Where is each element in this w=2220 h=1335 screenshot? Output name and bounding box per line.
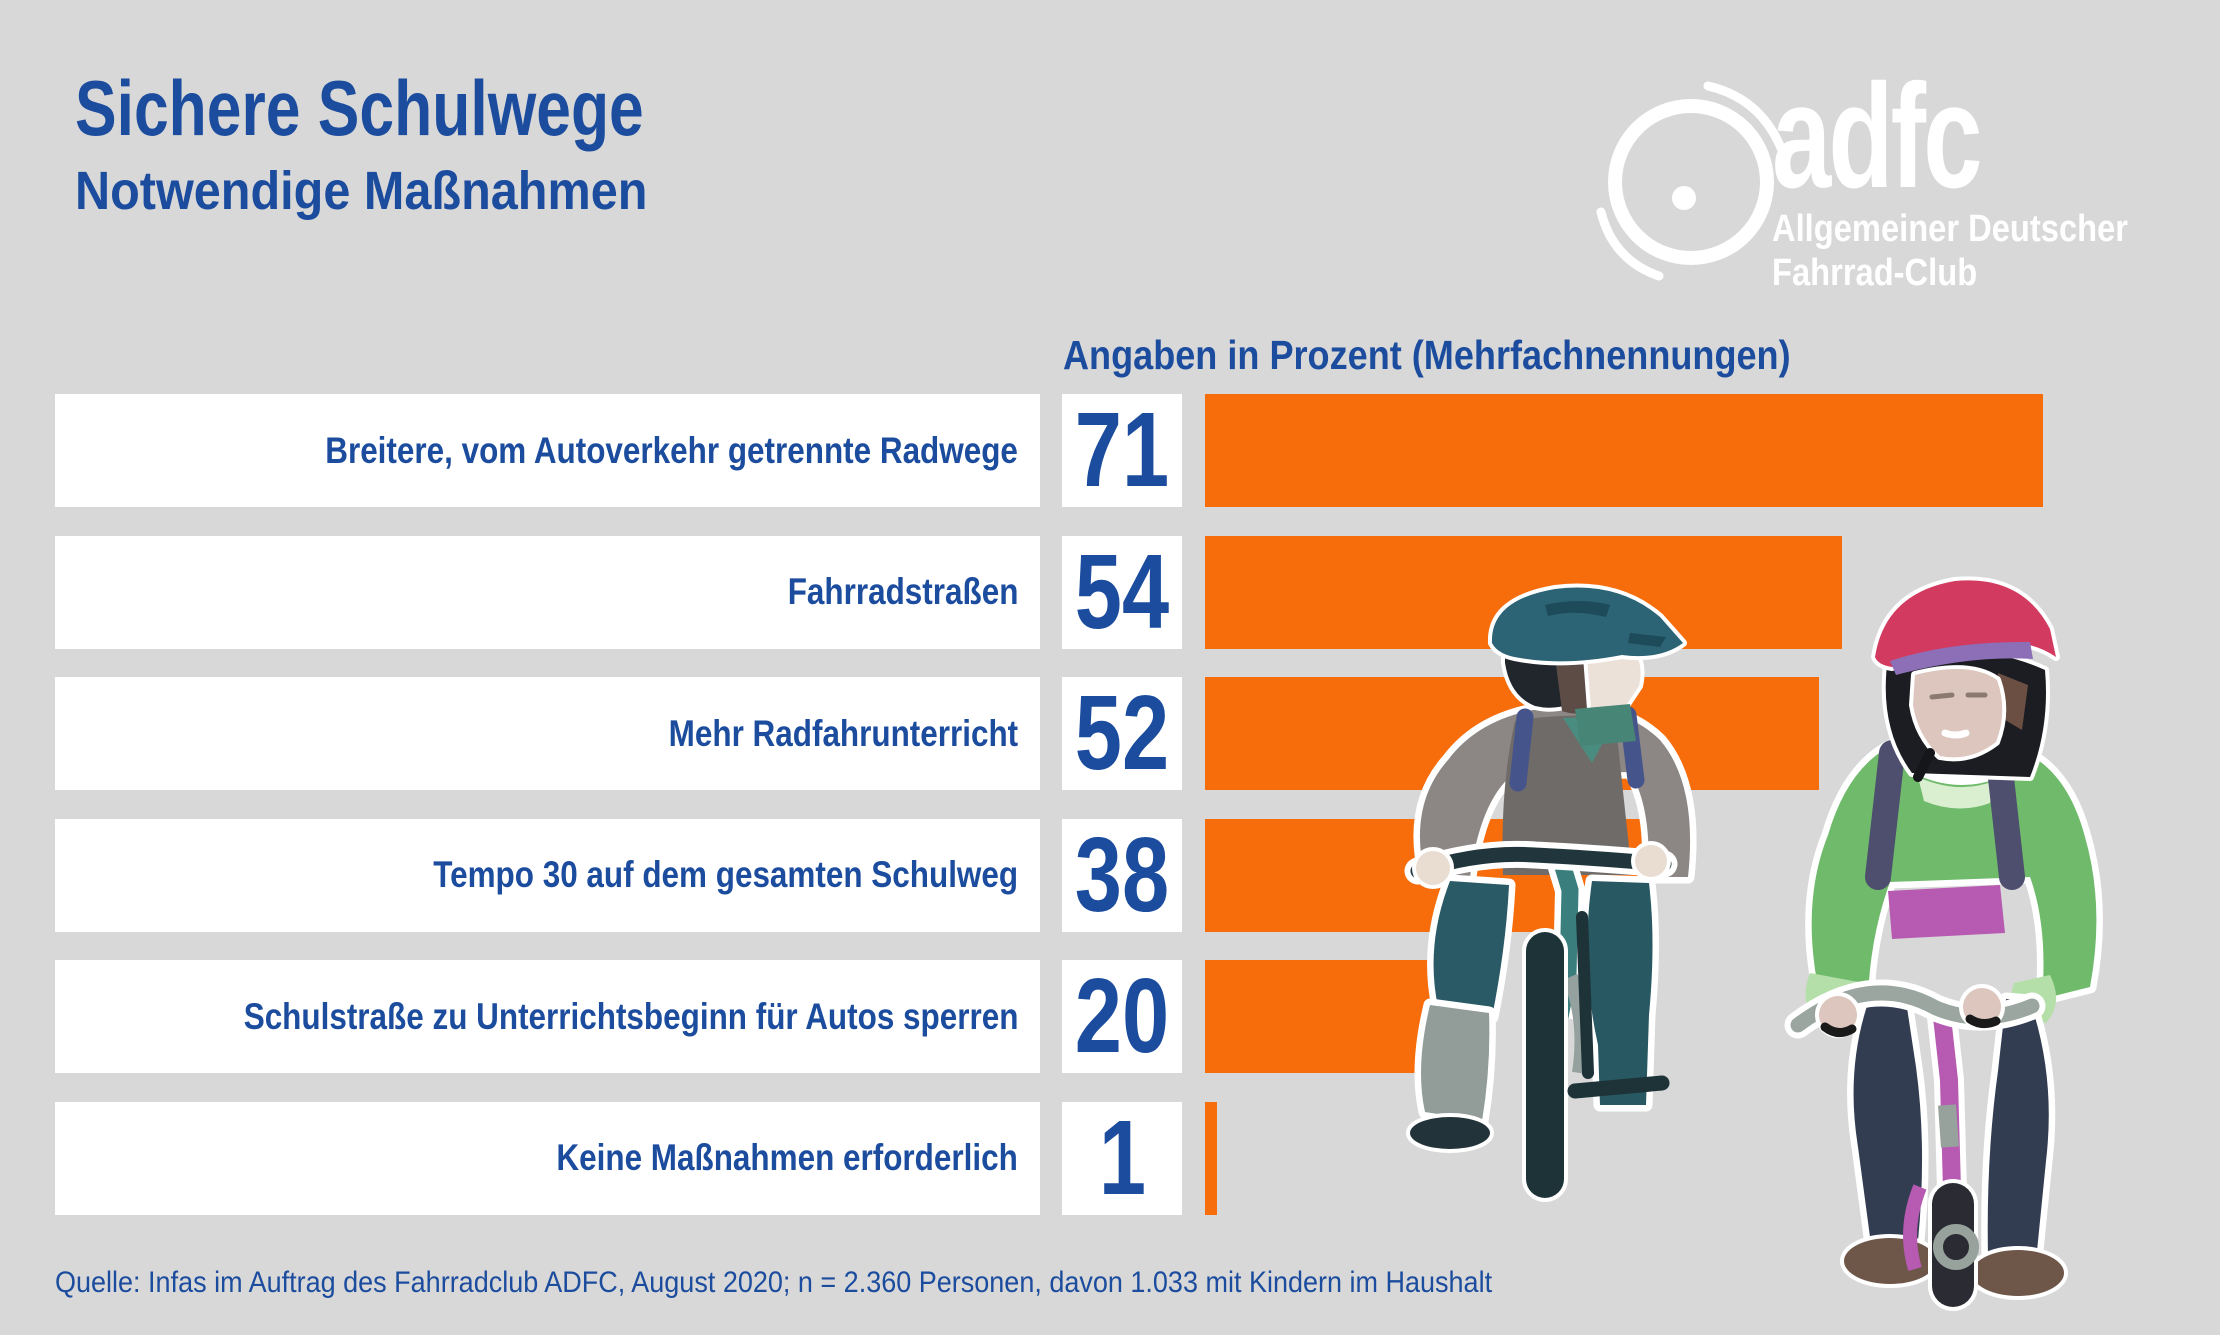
page-subtitle: Notwendige Maßnahmen: [75, 160, 786, 222]
spacer: [1182, 960, 1205, 1073]
category-label-box: Tempo 30 auf dem gesamten Schulweg: [55, 818, 1040, 932]
bar-chart: Breitere, vom Autoverkehr getrennte Radw…: [55, 391, 2220, 1244]
chart-row-1: Breitere, vom Autoverkehr getrennte Radw…: [55, 391, 2220, 509]
source-note-text: Quelle: Infas im Auftrag des Fahrradclub…: [55, 1266, 1493, 1299]
category-label: Keine Maßnahmen erforderlich: [556, 1137, 1018, 1179]
spacer: [1040, 819, 1062, 932]
chart-row-6: Keine Maßnahmen erforderlich 1: [55, 1099, 2220, 1217]
category-label: Breitere, vom Autoverkehr getrennte Radw…: [325, 429, 1018, 471]
spacer: [1182, 677, 1205, 790]
bar: [1205, 1101, 1217, 1215]
page-title: Sichere Schulwege: [75, 62, 786, 154]
chart-row-4: Tempo 30 auf dem gesamten Schulweg 38: [55, 816, 2220, 934]
spacer: [1182, 1102, 1205, 1215]
spacer: [1040, 394, 1062, 507]
chart-row-3: Mehr Radfahrunterricht 52: [55, 674, 2220, 792]
bar: [1205, 818, 1654, 932]
bar: [1205, 960, 1441, 1074]
value-box: 54: [1062, 533, 1182, 651]
category-label: Fahrradstraßen: [787, 571, 1018, 613]
category-label: Mehr Radfahrunterricht: [668, 712, 1018, 754]
spacer: [1182, 394, 1205, 507]
source-note: Quelle: Infas im Auftrag des Fahrradclub…: [55, 1266, 1652, 1300]
category-label-box: Mehr Radfahrunterricht: [55, 677, 1040, 791]
category-label-box: Keine Maßnahmen erforderlich: [55, 1101, 1040, 1215]
page-header: Sichere Schulwege Notwendige Maßnahmen: [75, 62, 786, 222]
bar: [1205, 394, 2043, 507]
adfc-tagline: Allgemeiner Deutscher Fahrrad-Club: [1772, 207, 2186, 295]
value-label: 38: [1074, 815, 1170, 934]
adfc-tagline-line2: Fahrrad-Club: [1772, 252, 1978, 294]
adfc-logo: adfc Allgemeiner Deutscher Fahrrad-Club: [1585, 54, 2186, 305]
spacer: [1040, 536, 1062, 649]
adfc-wordmark: adfc: [1772, 54, 1982, 219]
bicycle-wheel-icon: [1596, 81, 1786, 281]
spacer: [1182, 819, 1205, 932]
category-label-box: Schulstraße zu Unterrichtsbeginn für Aut…: [55, 960, 1040, 1074]
category-label-box: Breitere, vom Autoverkehr getrennte Radw…: [55, 394, 1040, 507]
value-label: 1: [1098, 1098, 1146, 1217]
chart-units-heading: Angaben in Prozent (Mehrfachnennungen): [1063, 332, 1890, 379]
category-label: Tempo 30 auf dem gesamten Schulweg: [433, 854, 1018, 896]
page-title-text: Sichere Schulwege: [75, 64, 644, 152]
bar: [1205, 677, 1819, 791]
spacer: [1040, 677, 1062, 790]
value-label: 71: [1074, 391, 1170, 509]
value-label: 54: [1074, 532, 1170, 651]
spacer: [1040, 960, 1062, 1073]
spacer: [1040, 1102, 1062, 1215]
page-subtitle-text: Notwendige Maßnahmen: [75, 161, 648, 221]
value-label: 52: [1074, 674, 1170, 793]
value-box: 71: [1062, 391, 1182, 509]
bar: [1205, 535, 1843, 649]
value-box: 38: [1062, 816, 1182, 934]
chart-row-5: Schulstraße zu Unterrichtsbeginn für Aut…: [55, 957, 2220, 1075]
value-box: 1: [1062, 1099, 1182, 1217]
value-label: 20: [1074, 957, 1170, 1076]
category-label-box: Fahrradstraßen: [55, 535, 1040, 649]
chart-units-heading-text: Angaben in Prozent (Mehrfachnennungen): [1063, 332, 1791, 378]
category-label: Schulstraße zu Unterrichtsbeginn für Aut…: [243, 995, 1018, 1037]
value-box: 20: [1062, 957, 1182, 1075]
chart-row-2: Fahrradstraßen 54: [55, 533, 2220, 651]
adfc-tagline-line1: Allgemeiner Deutscher: [1772, 208, 2128, 250]
spacer: [1182, 536, 1205, 649]
value-box: 52: [1062, 674, 1182, 792]
